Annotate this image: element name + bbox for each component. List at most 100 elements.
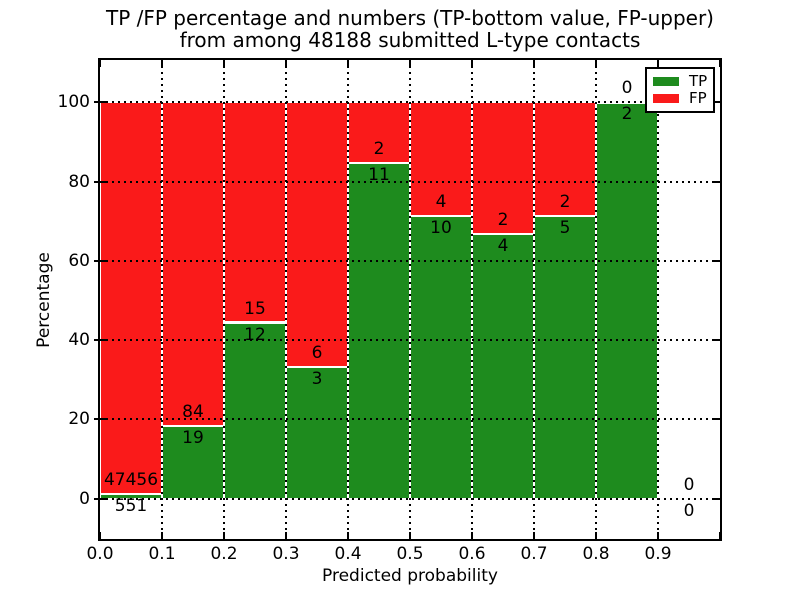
x-tick-top — [533, 60, 535, 67]
bar-label-tp: 551 — [114, 496, 148, 517]
legend-row-tp: TP — [653, 73, 707, 90]
gridline-x — [657, 60, 659, 539]
fp-swatch-icon — [653, 94, 679, 103]
bar-segment-fp — [100, 102, 162, 495]
x-tick-bottom — [409, 532, 411, 539]
x-tick-bottom — [657, 532, 659, 539]
chart-title-line-1: TP /FP percentage and numbers (TP-bottom… — [106, 6, 714, 30]
x-tick-label: 0.0 — [86, 544, 114, 564]
gridline-x — [595, 60, 597, 539]
chart-title-line-2: from among 48188 submitted L-type contac… — [179, 28, 641, 52]
x-tick-label: 0.1 — [148, 544, 176, 564]
x-tick-bottom — [223, 532, 225, 539]
y-tick-right — [714, 418, 720, 421]
bar-label-fp: 4 — [435, 191, 447, 212]
gridline-x — [285, 60, 287, 539]
x-tick-top — [595, 60, 597, 67]
y-axis-label: Percentage — [34, 252, 54, 348]
bar-label-fp: 6 — [311, 342, 323, 363]
bar-label-fp: 0 — [683, 474, 695, 495]
y-tick-left — [94, 418, 106, 421]
bar-segment-fp — [410, 102, 472, 216]
bar-label-tp: 11 — [368, 165, 390, 186]
x-tick-label: 0.8 — [582, 544, 610, 564]
x-tick-label: 0.6 — [458, 544, 486, 564]
y-tick-right — [714, 497, 720, 500]
bar-segment-tp — [286, 366, 348, 499]
x-tick-label: 0.4 — [334, 544, 362, 564]
x-tick-top — [471, 60, 473, 67]
bar-segment-tp — [472, 234, 534, 499]
y-tick-right — [714, 259, 720, 262]
y-tick-left — [94, 259, 106, 262]
legend: TP FP — [645, 67, 715, 113]
x-tick-top — [719, 60, 721, 67]
gridline-y — [100, 101, 720, 104]
y-tick-label: 20 — [68, 409, 90, 430]
x-tick-top — [285, 60, 287, 67]
bar-segment-tp — [348, 163, 410, 499]
bar-segment-fp — [534, 102, 596, 216]
x-tick-bottom — [347, 532, 349, 539]
bar-segment-fp — [348, 102, 410, 164]
x-tick-bottom — [99, 532, 101, 539]
x-tick-top — [161, 60, 163, 67]
bar-label-tp: 0 — [683, 500, 695, 521]
x-tick-label: 0.5 — [396, 544, 424, 564]
bar-label-fp: 47456 — [103, 470, 159, 491]
x-tick-label: 0.2 — [210, 544, 238, 564]
gridline-y — [100, 497, 720, 500]
x-tick-top — [347, 60, 349, 67]
tp-swatch-icon — [653, 77, 679, 86]
bar-label-fp: 2 — [373, 139, 385, 160]
gridline-y — [100, 339, 720, 342]
x-tick-bottom — [595, 532, 597, 539]
y-tick-left — [94, 180, 106, 183]
bar-label-fp: 84 — [182, 401, 204, 422]
bar-label-tp: 4 — [497, 236, 509, 257]
y-tick-right — [714, 180, 720, 183]
gridline-x — [471, 60, 473, 539]
bar-label-fp: 2 — [559, 191, 571, 212]
x-tick-bottom — [533, 532, 535, 539]
legend-label-fp: FP — [689, 89, 707, 107]
gridline-x — [533, 60, 535, 539]
bar-segment-fp — [286, 102, 348, 367]
y-tick-right — [714, 339, 720, 342]
x-tick-bottom — [161, 532, 163, 539]
bar-label-tp: 5 — [559, 217, 571, 238]
bar-segment-fp — [472, 102, 534, 235]
gridline-x — [223, 60, 225, 539]
y-tick-left — [94, 339, 106, 342]
y-tick-label: 100 — [57, 92, 90, 113]
x-tick-top — [99, 60, 101, 67]
legend-label-tp: TP — [689, 72, 708, 90]
x-axis-label: Predicted probability — [322, 566, 498, 586]
bar-label-tp: 3 — [311, 368, 323, 389]
gridline-y — [100, 259, 720, 262]
gridline-x — [409, 60, 411, 539]
bar-segment-fp — [162, 102, 224, 426]
bar-segment-fp — [224, 102, 286, 323]
bar-label-fp: 15 — [244, 298, 266, 319]
x-tick-bottom — [471, 532, 473, 539]
x-tick-bottom — [285, 532, 287, 539]
bar-segment-tp — [596, 102, 658, 499]
x-tick-label: 0.3 — [272, 544, 300, 564]
y-tick-left — [94, 497, 106, 500]
bar-label-fp: 2 — [497, 210, 509, 231]
bar-segment-tp — [534, 215, 596, 499]
x-tick-label: 0.9 — [644, 544, 672, 564]
gridline-x — [347, 60, 349, 539]
x-tick-label: 0.7 — [520, 544, 548, 564]
bar-segment-tp — [410, 215, 472, 499]
bar-label-tp: 19 — [182, 427, 204, 448]
bar-label-tp: 12 — [244, 324, 266, 345]
bar-segment-tp — [100, 494, 162, 499]
y-tick-label: 0 — [79, 488, 90, 509]
x-tick-top — [657, 60, 659, 67]
x-tick-bottom — [719, 532, 721, 539]
legend-row-fp: FP — [653, 90, 707, 107]
x-tick-top — [409, 60, 411, 67]
bar-label-tp: 10 — [430, 217, 452, 238]
